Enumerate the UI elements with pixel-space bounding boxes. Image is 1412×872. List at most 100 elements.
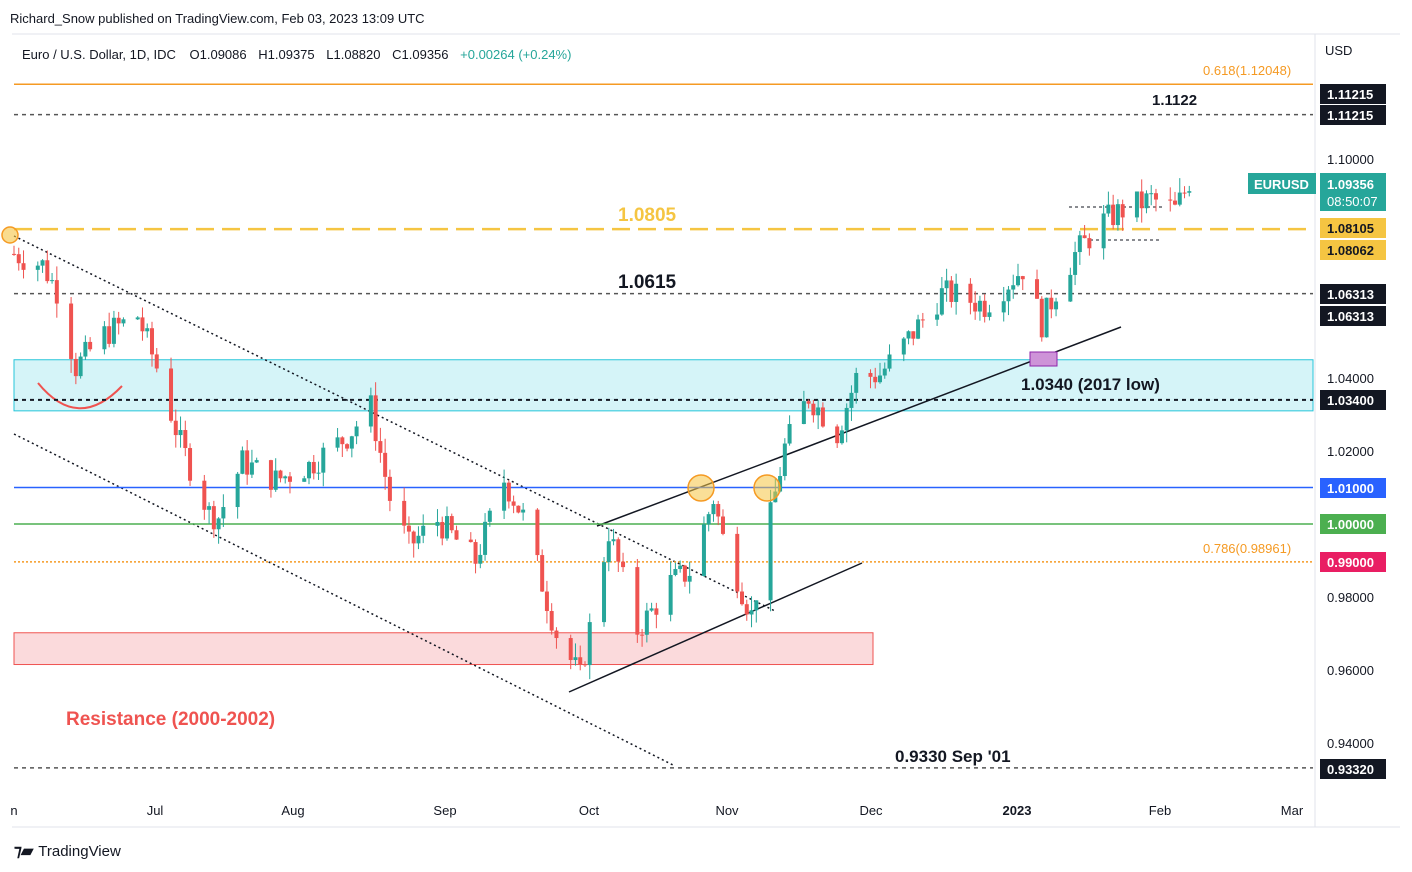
trend-lower-line	[568, 562, 863, 693]
candle-body	[568, 638, 573, 661]
candle-body	[283, 476, 288, 479]
rounding-bottom-arc	[37, 382, 123, 410]
candle-body	[621, 561, 626, 568]
candle-body	[602, 562, 607, 623]
y-tick-label-5: 0.94000	[1327, 736, 1374, 751]
candle-body	[1134, 191, 1139, 218]
price-tags: 1.11215 1.11215 1.08105 1.08062 1.06313 1.063…	[1320, 84, 1386, 779]
candle-body	[416, 535, 421, 544]
candle-body	[121, 319, 126, 324]
candle-body	[173, 420, 178, 436]
x-tick-label-4: Oct	[579, 803, 600, 818]
price-tag-text-t10: 0.99000	[1327, 555, 1374, 570]
candle-body	[801, 401, 806, 425]
candle-body	[1153, 193, 1158, 200]
candle-body	[1073, 252, 1078, 275]
candle-body	[235, 473, 240, 508]
candle-body	[188, 448, 193, 481]
support-zone	[13, 359, 1314, 412]
candle-body	[901, 338, 906, 355]
candle-body	[88, 341, 93, 350]
candle-body	[1111, 204, 1116, 226]
candle-body	[640, 634, 645, 636]
candle-body	[378, 441, 383, 453]
candle-body	[149, 328, 154, 355]
channel-upper-line	[13, 235, 776, 612]
candle-body	[483, 521, 488, 555]
candle-body	[54, 280, 59, 304]
fib-618-label: 0.618(1.12048)	[1203, 63, 1291, 78]
candle-body	[50, 280, 55, 282]
candle-body	[868, 372, 873, 377]
candle-body	[882, 368, 887, 376]
candle-body	[368, 395, 373, 427]
candle-body	[1173, 200, 1178, 205]
candle-body	[1106, 204, 1111, 214]
ohlc-open: O1.09086	[190, 47, 247, 62]
price-tag-text-t2: 1.11215	[1327, 108, 1373, 123]
candle-body	[1149, 193, 1154, 195]
candle-body	[1044, 297, 1049, 338]
price-tag-text-t9: 1.00000	[1327, 517, 1374, 532]
candle-body	[1039, 298, 1044, 338]
candle-body	[544, 591, 549, 612]
level-10340-label: 1.0340 (2017 low)	[1021, 375, 1160, 394]
candle-body	[16, 254, 21, 264]
candle-body	[968, 283, 973, 303]
brand-name: TradingView	[38, 842, 121, 860]
candle-body	[12, 253, 16, 255]
candle-body	[816, 407, 821, 416]
candle-body	[687, 575, 692, 582]
candle-body	[373, 395, 378, 442]
candle-body	[287, 476, 292, 482]
price-tag-text-t6: 1.06313	[1327, 309, 1374, 324]
tradingview-logo-icon: ⁊▰	[14, 843, 33, 860]
candle-body	[202, 480, 207, 510]
candle-body	[245, 450, 250, 475]
candle-body	[506, 482, 511, 502]
x-tick-label-5: Nov	[715, 803, 739, 818]
touch-marker-oct	[687, 474, 715, 502]
candle-body	[140, 317, 145, 332]
y-tick-label-2: 1.02000	[1327, 444, 1374, 459]
candle-body	[411, 531, 416, 544]
x-axis-ticks: n Jul Aug Sep Oct Nov Dec 2023 Feb Mar	[10, 803, 1303, 818]
candle-body	[1139, 191, 1144, 209]
price-tag-t6	[1320, 306, 1386, 326]
candle-body	[682, 565, 687, 582]
price-tag-text-t7: 1.03400	[1327, 393, 1374, 408]
candle-body	[135, 317, 140, 320]
candle-body	[887, 354, 892, 369]
candle-body	[511, 501, 516, 506]
candle-body	[711, 504, 716, 515]
candle-body	[387, 476, 392, 501]
price-tag-t1	[1320, 84, 1386, 104]
candle-body	[154, 354, 159, 369]
candle-body	[787, 424, 792, 444]
x-tick-label-8: Feb	[1149, 803, 1171, 818]
candle-body	[340, 437, 345, 445]
candle-body	[69, 303, 74, 359]
candle-body	[211, 506, 216, 530]
candle-body	[468, 539, 473, 543]
candle-body	[716, 504, 721, 517]
price-tag-t8	[1320, 478, 1386, 498]
y-axis-ticks: 1.10000 1.04000 1.02000 0.98000 0.96000 0.940…	[1327, 152, 1374, 751]
candle-body	[178, 430, 183, 436]
candle-body	[383, 452, 388, 477]
candle-body	[449, 516, 454, 531]
price-tag-t9	[1320, 514, 1386, 534]
level-11122-label: 1.1122	[1152, 92, 1197, 109]
candle-body	[740, 591, 745, 605]
candle-body	[768, 502, 773, 601]
current-price-box	[1320, 173, 1386, 211]
candle-body	[1082, 235, 1087, 239]
candle-body	[402, 500, 407, 526]
candle-body	[1187, 191, 1192, 193]
candle-body	[435, 521, 440, 526]
bar-countdown: 08:50:07	[1327, 194, 1378, 209]
fib-786-label: 0.786(0.98961)	[1203, 541, 1291, 556]
candle-body	[1011, 285, 1016, 290]
candle-body	[207, 506, 212, 510]
